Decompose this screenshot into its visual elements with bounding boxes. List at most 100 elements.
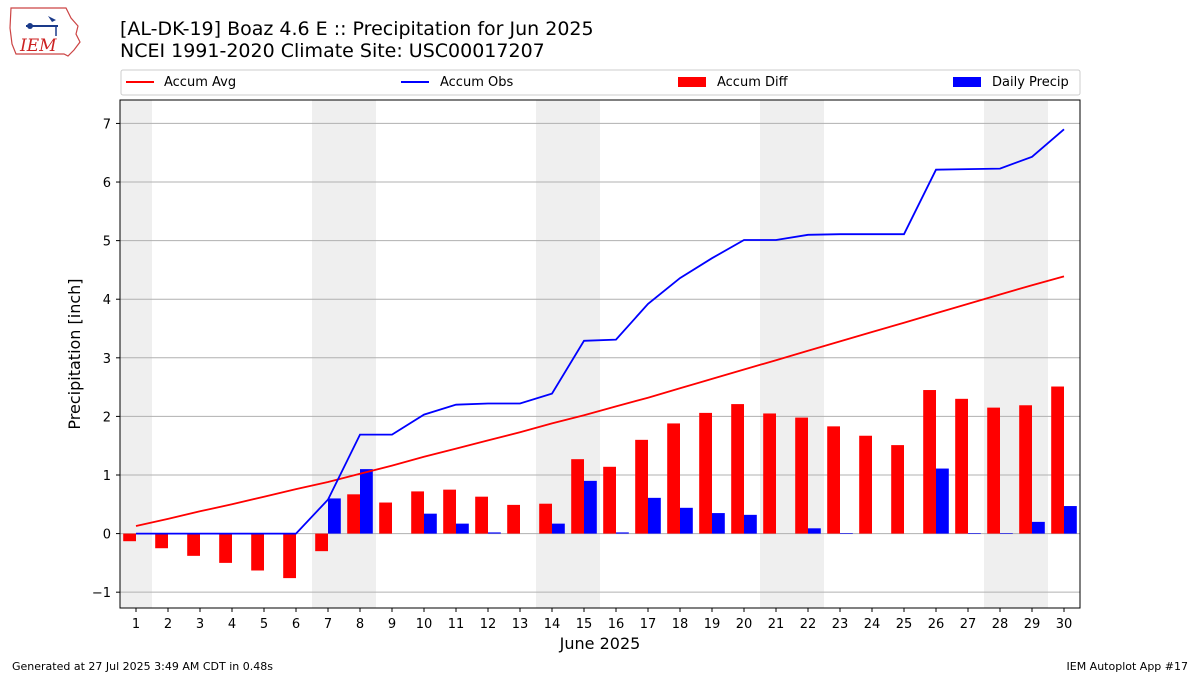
x-tick-label: 13 xyxy=(512,617,529,632)
x-tick-label: 9 xyxy=(388,617,396,632)
bar-daily-precip xyxy=(424,513,437,534)
chart-title: [AL-DK-19] Boaz 4.6 E :: Precipitation f… xyxy=(120,18,594,40)
x-tick-label: 2 xyxy=(164,617,172,632)
bar-accum-diff xyxy=(507,504,520,534)
x-tick-label: 24 xyxy=(864,617,881,632)
x-tick-label: 21 xyxy=(768,617,785,632)
x-tick-label: 7 xyxy=(324,617,332,632)
y-tick-label: 5 xyxy=(103,235,111,250)
x-tick-label: 8 xyxy=(356,617,364,632)
bar-accum-diff xyxy=(315,533,328,552)
footer-app-id: IEM Autoplot App #17 xyxy=(1067,660,1189,673)
logo-text: IEM xyxy=(19,36,57,56)
bar-daily-precip xyxy=(1064,506,1077,534)
bar-accum-diff xyxy=(955,398,968,534)
x-tick-label: 27 xyxy=(960,617,977,632)
bar-daily-precip xyxy=(456,523,469,534)
x-tick-label: 17 xyxy=(640,617,657,632)
legend-label-accum-avg: Accum Avg xyxy=(164,75,236,90)
bar-daily-precip xyxy=(360,469,373,534)
bar-accum-diff xyxy=(187,533,200,556)
bar-daily-precip xyxy=(968,533,981,534)
bar-accum-diff xyxy=(283,533,296,579)
bars-layer xyxy=(123,386,1077,579)
legend-label-accum-diff: Accum Diff xyxy=(717,75,789,90)
bar-accum-diff xyxy=(443,489,456,534)
bar-accum-diff xyxy=(539,503,552,534)
x-tick-label: 12 xyxy=(480,617,497,632)
bar-daily-precip xyxy=(616,532,629,534)
lines-layer xyxy=(135,128,1065,535)
x-tick-label: 1 xyxy=(132,617,140,632)
x-axis: 1 2 3 4 5 6 7 8 9 10 11 12 13 14 15 16 17 18 19 20 21 22 23 24 2… xyxy=(132,608,1072,632)
bar-accum-diff xyxy=(475,496,488,534)
x-tick-label: 11 xyxy=(448,617,465,632)
x-tick-label: 14 xyxy=(544,617,561,632)
bar-daily-precip xyxy=(808,528,821,534)
bar-daily-precip xyxy=(648,497,661,534)
legend-swatch-daily-precip xyxy=(953,77,981,87)
x-tick-label: 18 xyxy=(672,617,689,632)
bar-daily-precip xyxy=(840,533,853,534)
bar-accum-diff xyxy=(571,459,584,534)
y-gridlines xyxy=(120,122,1080,593)
y-tick-label: 4 xyxy=(103,293,111,308)
footer-generated: Generated at 27 Jul 2025 3:49 AM CDT in … xyxy=(12,660,273,673)
bar-accum-diff xyxy=(411,491,424,534)
bar-daily-precip xyxy=(584,480,597,534)
bar-daily-precip xyxy=(1032,521,1045,534)
bar-accum-diff xyxy=(731,404,744,534)
legend-label-daily-precip: Daily Precip xyxy=(992,75,1069,90)
bar-accum-diff xyxy=(379,502,392,534)
y-axis-label: Precipitation [inch] xyxy=(65,278,84,429)
y-tick-label: 2 xyxy=(103,410,111,425)
x-tick-label: 5 xyxy=(260,617,268,632)
bar-daily-precip xyxy=(712,513,725,534)
bar-accum-diff xyxy=(891,445,904,534)
legend-label-accum-obs: Accum Obs xyxy=(440,75,513,90)
x-tick-label: 15 xyxy=(576,617,593,632)
bar-daily-precip xyxy=(680,507,693,534)
bar-accum-diff xyxy=(795,417,808,534)
x-axis-label: June 2025 xyxy=(559,634,641,653)
x-tick-label: 30 xyxy=(1056,617,1073,632)
line-accum-avg xyxy=(135,275,1065,527)
iem-logo: IEM xyxy=(9,7,81,57)
bar-accum-diff xyxy=(603,466,616,534)
bar-daily-precip xyxy=(488,532,501,534)
x-tick-label: 16 xyxy=(608,617,625,632)
x-tick-label: 20 xyxy=(736,617,753,632)
bar-accum-diff xyxy=(123,533,136,542)
y-tick-label: 6 xyxy=(103,176,111,191)
x-tick-label: 26 xyxy=(928,617,945,632)
bar-daily-precip xyxy=(744,514,757,534)
bar-accum-diff xyxy=(923,390,936,534)
legend: Accum Avg Accum Obs Accum Diff Daily Pre… xyxy=(120,69,1081,96)
bar-accum-diff xyxy=(987,407,1000,534)
legend-swatch-accum-diff xyxy=(678,77,706,87)
x-tick-label: 23 xyxy=(832,617,849,632)
y-axis: −1 0 1 2 3 4 5 6 7 xyxy=(92,117,120,601)
bar-accum-diff xyxy=(859,435,872,534)
y-tick-label: −1 xyxy=(92,586,111,601)
bar-daily-precip xyxy=(552,523,565,534)
bar-accum-diff xyxy=(827,426,840,534)
y-tick-label: 7 xyxy=(103,117,111,132)
bar-accum-diff xyxy=(155,533,168,549)
weekend-band xyxy=(120,100,152,608)
y-tick-label: 1 xyxy=(103,469,111,484)
x-tick-label: 29 xyxy=(1024,617,1041,632)
bar-accum-diff xyxy=(219,533,232,563)
x-tick-label: 19 xyxy=(704,617,721,632)
bar-accum-diff xyxy=(1051,386,1064,534)
bar-daily-precip xyxy=(936,468,949,534)
bar-accum-diff xyxy=(699,412,712,534)
bar-accum-diff xyxy=(635,439,648,534)
bar-accum-diff xyxy=(763,413,776,534)
bar-accum-diff xyxy=(347,494,360,534)
x-tick-label: 3 xyxy=(196,617,204,632)
bar-daily-precip xyxy=(328,498,341,534)
iowa-outline-shape xyxy=(9,7,81,57)
x-tick-label: 6 xyxy=(292,617,300,632)
plot-frame xyxy=(119,99,1081,609)
